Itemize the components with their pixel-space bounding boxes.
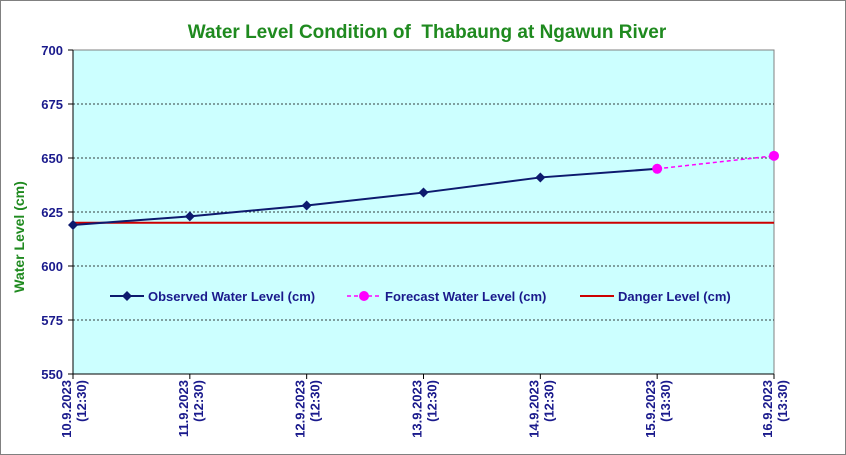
y-tick-label: 550	[41, 367, 63, 382]
y-tick-label: 700	[41, 43, 63, 58]
x-tick-label: 12.9.2023(12:30)	[293, 380, 323, 438]
forecast-legend-marker	[359, 291, 369, 301]
series	[68, 150, 779, 230]
x-tick-label: 10.9.2023(12:30)	[59, 380, 89, 438]
y-tick-label: 600	[41, 259, 63, 274]
observed-data-point	[418, 187, 429, 198]
observed-data-point	[68, 219, 78, 230]
y-axis-label: Water Level (cm)	[11, 181, 27, 293]
legend: Observed Water Level (cm) Forecast Water …	[110, 289, 731, 304]
chart-title: Water Level Condition of Thabaung at Nga…	[188, 22, 667, 43]
forecast-legend-label: Forecast Water Level (cm)	[385, 289, 546, 304]
x-tick-label: 15.9.2023(13:30)	[643, 380, 673, 438]
y-tick-label: 675	[41, 97, 63, 112]
forecast-data-point	[652, 163, 663, 174]
observed-data-point	[301, 200, 312, 211]
x-tick-label: 16.9.2023(13:30)	[760, 380, 790, 438]
axes: 550 575 600 625 650 675 700 10.9.2023(12:30) 11.…	[41, 43, 790, 438]
y-tick-label: 575	[41, 313, 63, 328]
x-tick-label: 11.9.2023(12:30)	[176, 380, 206, 437]
forecast-data-point	[769, 150, 779, 161]
x-tick-label: 13.9.2023(12:30)	[410, 380, 440, 438]
observed-series-line	[72, 167, 658, 226]
observed-legend-label: Observed Water Level (cm)	[148, 289, 315, 304]
y-tick-label: 625	[41, 205, 63, 220]
observed-data-point	[535, 172, 546, 183]
forecast-series-line	[657, 155, 775, 170]
x-tick-label: 14.9.2023(12:30)	[526, 380, 556, 438]
danger-legend-label: Danger Level (cm)	[618, 289, 731, 304]
observed-legend-marker	[122, 291, 132, 301]
y-tick-label: 650	[41, 151, 63, 166]
observed-data-point	[184, 211, 195, 222]
